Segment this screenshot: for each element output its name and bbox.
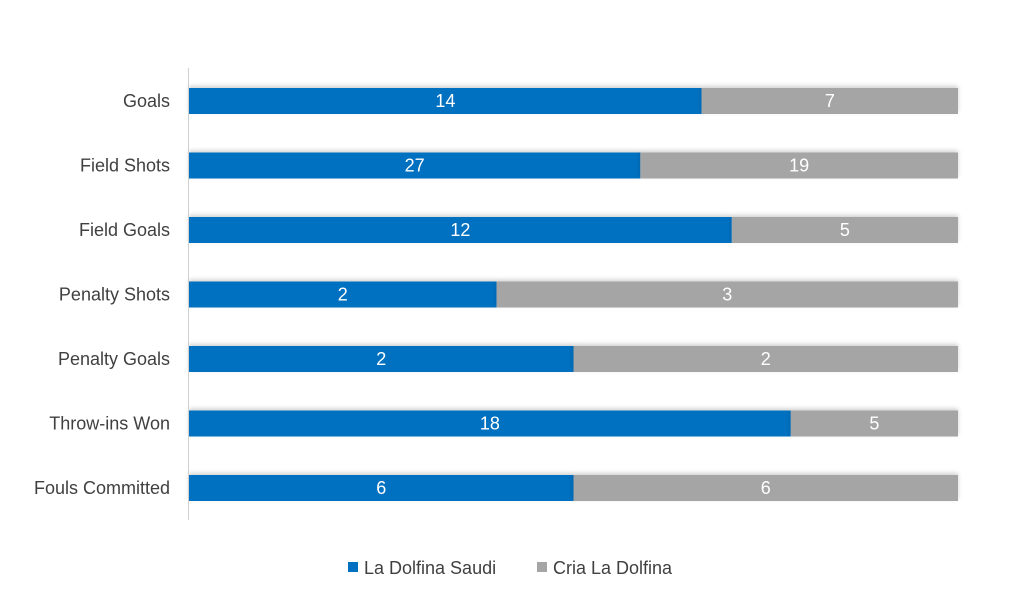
bar-segment-la-dolfina-saudi: [189, 88, 702, 114]
data-label: 2: [338, 285, 348, 305]
legend: La Dolfina Saudi Cria La Dolfina: [348, 558, 673, 578]
data-label: 18: [480, 414, 500, 434]
bar-segment-cria-la-dolfina: [790, 410, 958, 437]
bar-segment-la-dolfina-saudi: [189, 152, 641, 179]
bar-segment-cria-la-dolfina: [573, 475, 958, 501]
legend-swatch: [348, 562, 358, 572]
data-label: 5: [840, 220, 850, 240]
data-label: 7: [825, 91, 835, 111]
category-label: Field Goals: [79, 220, 170, 240]
data-label: 12: [450, 220, 470, 240]
data-label: 2: [376, 349, 386, 369]
bar-segment-la-dolfina-saudi: [189, 346, 574, 372]
legend-label: Cria La Dolfina: [553, 558, 673, 578]
category-label: Penalty Goals: [58, 349, 170, 369]
category-label: Penalty Shots: [59, 285, 170, 305]
legend-swatch: [537, 562, 547, 572]
data-label: 6: [376, 478, 386, 498]
bar-segment-la-dolfina-saudi: [189, 410, 791, 437]
bar-segment-la-dolfina-saudi: [189, 217, 732, 243]
data-label: 2: [761, 349, 771, 369]
category-label: Field Shots: [80, 156, 170, 176]
bar-segment-cria-la-dolfina: [731, 217, 958, 243]
bar-segment-cria-la-dolfina: [573, 346, 958, 372]
bar-segment-cria-la-dolfina: [496, 281, 958, 308]
category-label: Throw-ins Won: [49, 414, 170, 434]
data-label: 5: [869, 414, 879, 434]
data-label: 6: [761, 478, 771, 498]
data-label: 3: [722, 285, 732, 305]
bar-segment-cria-la-dolfina: [701, 88, 958, 114]
category-label: Goals: [123, 91, 170, 111]
bar-segment-la-dolfina-saudi: [189, 281, 497, 308]
data-label: 14: [435, 91, 455, 111]
data-label: 19: [789, 156, 809, 176]
bar-segment-la-dolfina-saudi: [189, 475, 574, 501]
bar-segment-cria-la-dolfina: [640, 152, 958, 179]
data-label: 27: [405, 156, 425, 176]
category-label: Fouls Committed: [34, 478, 170, 498]
legend-label: La Dolfina Saudi: [364, 558, 496, 578]
